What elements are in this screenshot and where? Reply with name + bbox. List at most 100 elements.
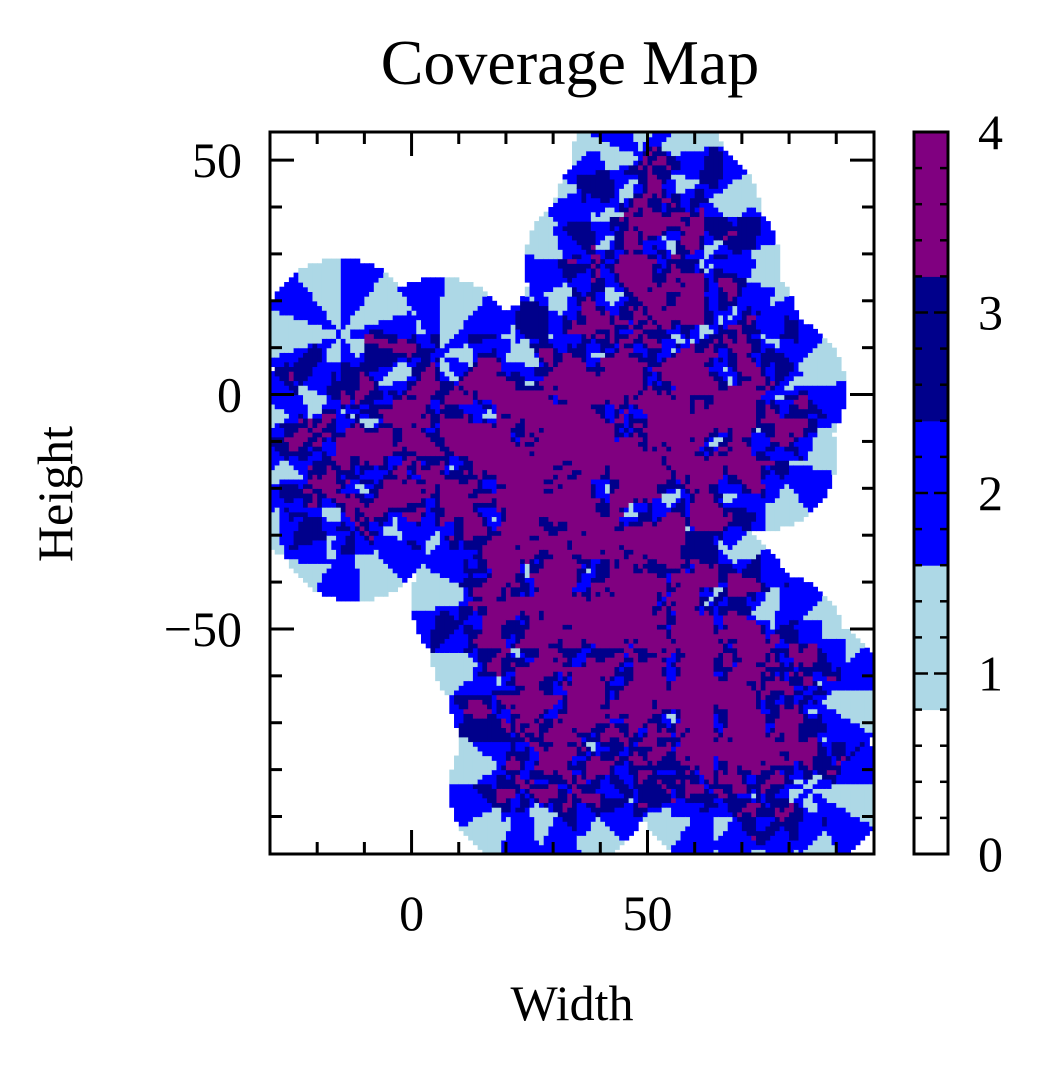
heatmap-cell [274,483,281,508]
heatmap-cell [576,253,583,260]
heatmap-cell [633,521,639,527]
heatmap-cell [723,652,729,668]
heatmap-cell [793,797,800,804]
heatmap-cell [472,399,479,424]
heatmap-cell [298,521,304,546]
heatmap-cell [491,671,498,677]
heatmap-cell [656,807,663,813]
heatmap-cell [468,493,474,499]
heatmap-cell [727,549,734,560]
heatmap-cell [803,666,809,677]
heatmap-cell [642,760,649,766]
heatmap-cell [529,366,535,382]
heatmap-cell [647,769,653,775]
heatmap-cell [619,216,625,222]
heatmap-cell [538,788,545,804]
heatmap-cell [369,483,375,489]
heatmap-cell [614,417,620,424]
heatmap-cell [638,352,644,363]
heatmap-cell [652,572,658,607]
heatmap-cell [652,249,658,255]
heatmap-cell [581,221,587,250]
heatmap-cell [633,192,639,199]
heatmap-cell [581,249,587,264]
heatmap-cell [543,375,550,480]
heatmap-cell [642,239,649,255]
heatmap-cell [397,286,403,292]
heatmap-cell [383,403,389,410]
heatmap-cell [548,310,554,335]
heatmap-cell [803,675,809,686]
heatmap-cell [689,197,696,217]
heatmap-cell [661,328,667,339]
heatmap-cell [425,413,432,428]
heatmap-cell [793,671,800,686]
heatmap-cell [317,488,323,508]
heatmap-cell [760,816,767,832]
heatmap-cell [751,849,757,854]
heatmap-cell [642,811,649,818]
heatmap-cell [378,328,384,339]
heatmap-cell [671,211,677,227]
heatmap-cell [770,244,776,288]
heatmap-cell [534,357,540,368]
heatmap-cell [572,558,578,588]
heatmap-cell [647,319,653,330]
heatmap-cell [529,572,535,578]
heatmap-cell [595,511,601,560]
heatmap-cell [689,802,696,854]
heatmap-cell [647,258,653,288]
heatmap-cell [737,371,743,386]
heatmap-cell [595,661,601,724]
heatmap-cell [340,469,347,475]
heatmap-cell [520,300,526,335]
heatmap-cell [732,296,738,307]
heatmap-cell [458,403,465,410]
heatmap-cell [468,314,474,335]
heatmap-cell [482,291,488,297]
heatmap-cell [548,643,554,649]
heatmap-cell [449,380,455,391]
heatmap-cell [751,816,757,836]
heatmap-cell [713,755,719,771]
heatmap-cell [822,596,828,639]
heatmap-cell [274,310,281,358]
heatmap-cell [661,446,667,457]
heatmap-cell [623,347,630,396]
heatmap-cell [647,338,653,349]
heatmap-cell [449,769,455,785]
heatmap-cell [524,441,531,447]
heatmap-cell [524,253,531,283]
heatmap-cell [534,338,540,344]
heatmap-cell [321,436,328,443]
heatmap-cell [779,478,785,489]
heatmap-cell [798,361,804,372]
heatmap-cell [793,788,800,799]
heatmap-cell [538,713,545,719]
heatmap-cell [718,361,724,377]
heatmap-cell [619,675,625,686]
heatmap-cell [666,155,672,166]
heatmap-cell [548,207,554,217]
heatmap-cell [562,647,568,658]
heatmap-cell [279,455,285,461]
heatmap-cell [345,553,351,602]
heatmap-cell [704,563,710,588]
heatmap-cell [590,802,597,813]
heatmap-cell [354,525,361,532]
heatmap-cell [364,417,370,428]
heatmap-cell [501,600,507,625]
heatmap-cell [312,516,318,541]
heatmap-cell [760,699,767,714]
heatmap-cell [576,244,583,255]
heatmap-cell [638,568,644,574]
heatmap-cell [487,352,493,358]
heatmap-cell [515,361,521,372]
heatmap-cell [609,249,616,260]
heatmap-cell [406,450,413,457]
heatmap-cell [628,197,634,208]
heatmap-cell [331,413,337,419]
heatmap-cell [590,150,597,175]
heatmap-cell [770,628,776,635]
heatmap-cell [496,699,502,714]
